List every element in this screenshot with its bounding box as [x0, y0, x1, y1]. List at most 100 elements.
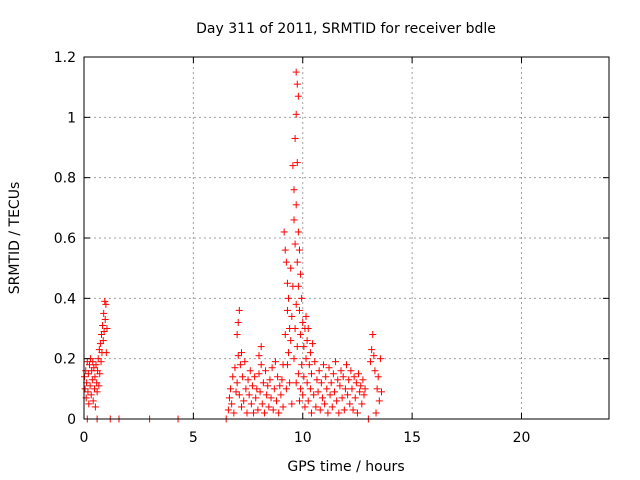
y-tick-labels: 0 0.2 0.4 0.6 0.8 1 1.2 [54, 50, 76, 428]
data-point [287, 264, 295, 272]
data-point [308, 409, 315, 417]
data-point [315, 367, 323, 375]
data-point [371, 367, 379, 375]
data-point [259, 379, 267, 387]
data-point [334, 376, 342, 384]
data-point [89, 358, 97, 366]
data-point [257, 343, 265, 351]
data-point [275, 409, 283, 417]
data-point [323, 385, 331, 393]
data-point [101, 315, 109, 323]
data-point [347, 367, 355, 375]
data-point [84, 370, 92, 378]
data-point [294, 92, 302, 100]
data-point [225, 394, 233, 402]
data-point [292, 68, 300, 76]
data-point [99, 337, 107, 345]
data-point [279, 403, 287, 411]
data-point [235, 306, 243, 314]
data-point [288, 400, 296, 408]
data-point [96, 340, 104, 348]
data-point [292, 110, 300, 118]
data-point [102, 349, 110, 357]
data-point [298, 294, 306, 302]
chart-title: Day 311 of 2011, SRMTID for receiver bdl… [196, 21, 496, 37]
data-point [97, 358, 105, 366]
data-point [257, 361, 265, 369]
data-point [317, 379, 325, 387]
data-point [248, 382, 256, 390]
data-point [282, 258, 290, 266]
data-point [353, 409, 361, 417]
data-point [93, 388, 101, 396]
data-point [356, 388, 364, 396]
data-point [294, 370, 302, 378]
data-point [267, 394, 275, 402]
data-point [276, 382, 284, 390]
data-point [96, 370, 104, 378]
data-point [260, 409, 268, 417]
data-point [300, 343, 308, 351]
data-point [258, 400, 266, 408]
data-point [300, 373, 308, 381]
data-point [289, 162, 297, 170]
data-point [246, 367, 254, 375]
data-point [285, 294, 293, 302]
data-point [268, 364, 276, 372]
data-point [99, 321, 107, 329]
data-point [308, 370, 315, 378]
data-point [373, 385, 381, 393]
data-point [262, 367, 270, 375]
data-point [369, 331, 377, 339]
data-point [283, 279, 291, 287]
data-point [303, 337, 311, 345]
data-point [337, 367, 345, 375]
data-point [302, 355, 310, 363]
data-points [80, 68, 385, 423]
data-point [316, 406, 324, 414]
y-tick-label: 0.6 [54, 231, 76, 247]
x-tick-label: 0 [80, 430, 89, 446]
data-point [350, 373, 358, 381]
data-point [293, 80, 301, 88]
data-point [321, 400, 329, 408]
data-point [281, 331, 289, 339]
data-point [287, 337, 295, 345]
data-point [238, 403, 245, 411]
y-tick-label: 0.8 [54, 171, 76, 187]
data-point [320, 361, 328, 369]
data-point [295, 397, 303, 405]
data-point [327, 379, 335, 387]
data-point [252, 394, 260, 402]
axis-ticks [83, 56, 609, 420]
data-point [293, 343, 301, 351]
data-point [232, 388, 240, 396]
x-tick-label: 10 [294, 430, 312, 446]
data-point [102, 300, 110, 308]
data-point [324, 409, 332, 417]
data-point [290, 216, 298, 224]
data-point [374, 373, 382, 381]
data-point [227, 385, 235, 393]
data-point [255, 352, 263, 360]
data-point [233, 379, 241, 387]
data-point [235, 391, 243, 399]
data-point [349, 406, 357, 414]
data-point [352, 379, 360, 387]
data-point [297, 331, 305, 339]
data-point [263, 391, 271, 399]
data-point [359, 376, 367, 384]
data-point [335, 409, 343, 417]
data-point [92, 361, 100, 369]
data-point [322, 373, 330, 381]
data-point [251, 373, 259, 381]
x-tick-labels: 0 5 10 15 20 [80, 430, 531, 446]
data-point [293, 258, 301, 266]
data-point [280, 228, 288, 236]
data-point [101, 297, 109, 305]
data-point [303, 379, 311, 387]
data-point [297, 270, 305, 278]
data-point [309, 340, 317, 348]
data-point [294, 228, 302, 236]
data-point [290, 355, 298, 363]
